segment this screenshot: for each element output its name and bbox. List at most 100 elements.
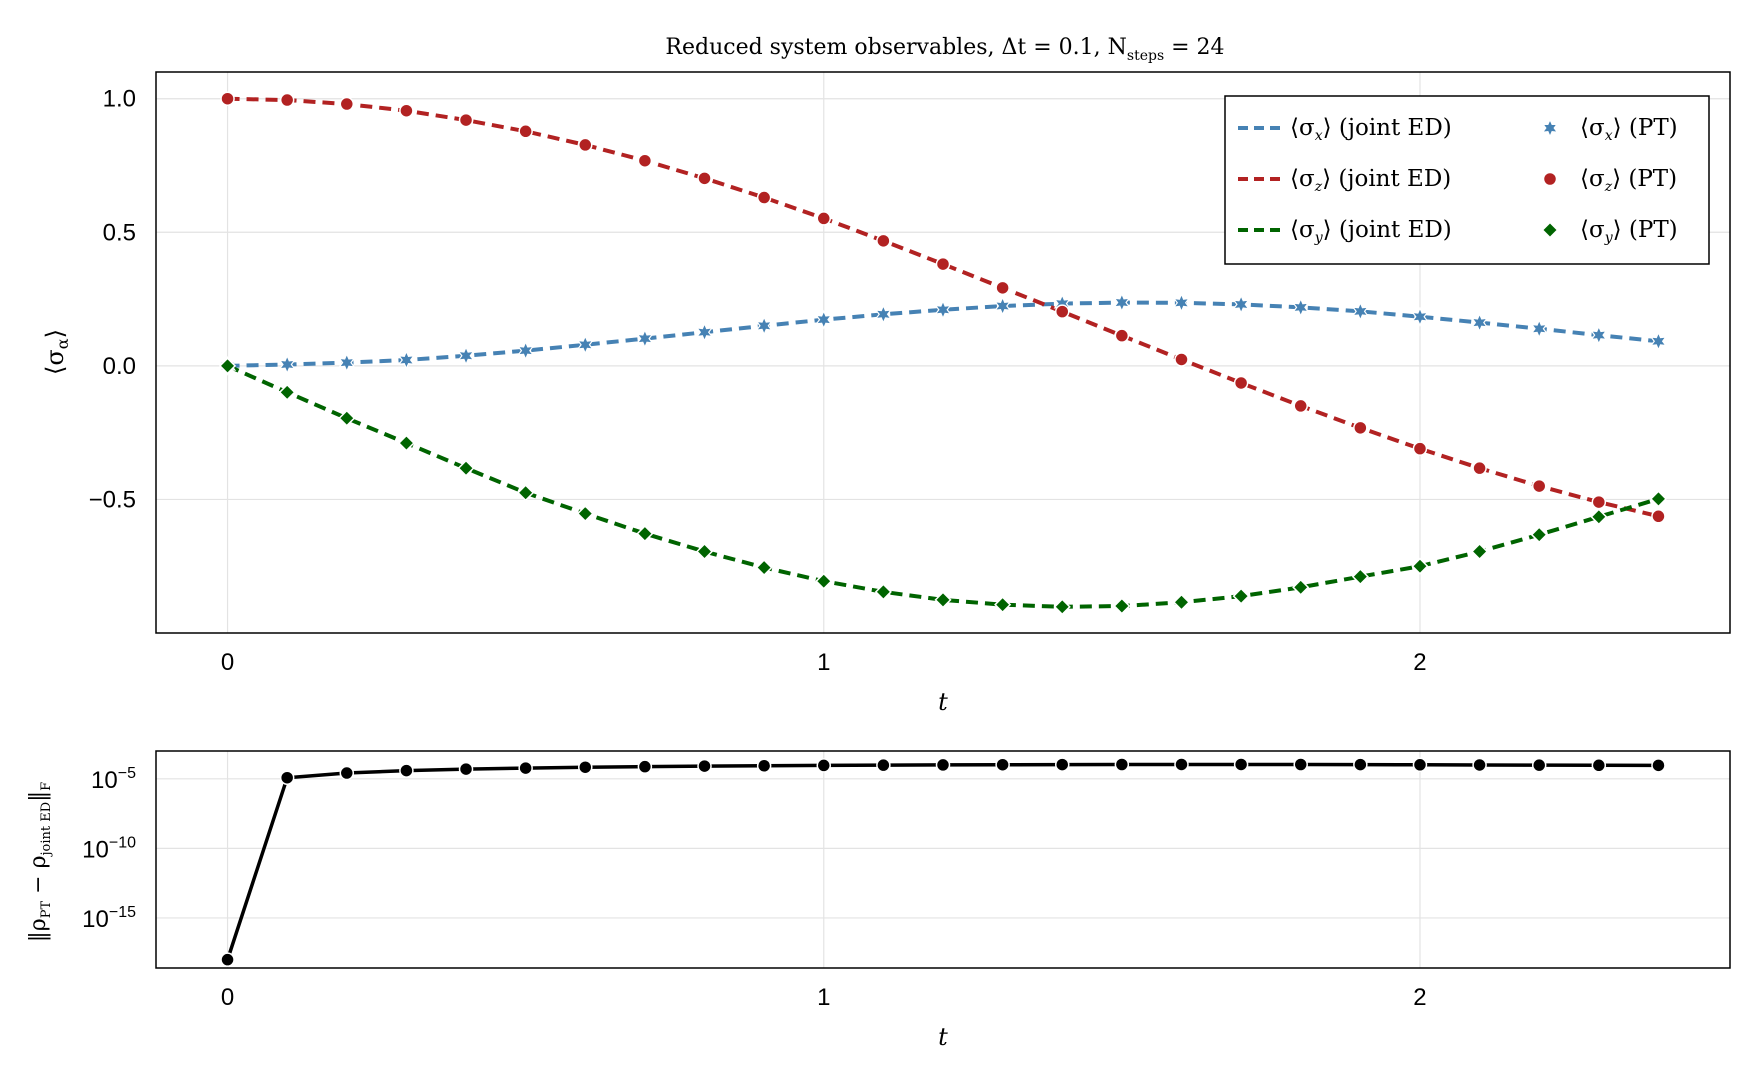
- error-data-point: [637, 759, 653, 774]
- data-point-sy: [755, 558, 773, 577]
- data-point-sx: [1292, 297, 1310, 318]
- data-point-sy: [1411, 557, 1429, 575]
- data-point-sx: [1351, 301, 1370, 322]
- error-data-point: [697, 758, 712, 774]
- legend-swatch-sx-pt: [1541, 117, 1559, 139]
- data-point-sz: [1472, 460, 1487, 476]
- data-point-sy: [338, 409, 356, 427]
- error-data-point: [1054, 757, 1070, 772]
- bottom-series-markers: [220, 757, 1666, 967]
- error-data-point: [1651, 758, 1666, 773]
- top-x-axis-label: t: [938, 688, 948, 716]
- error-data-point: [1233, 757, 1249, 772]
- top-y-tick-label: 0.0: [103, 353, 136, 380]
- error-data-point: [279, 770, 295, 785]
- data-point-sy: [457, 459, 475, 477]
- error-data-point: [1472, 757, 1487, 773]
- data-point-sx: [874, 304, 893, 325]
- data-point-sz: [1054, 304, 1070, 319]
- data-point-sz: [1233, 375, 1249, 391]
- data-point-sy: [1113, 597, 1131, 615]
- series-line-sy: [226, 364, 1660, 609]
- data-point-sx: [338, 352, 356, 373]
- data-point-sz: [637, 153, 653, 168]
- top-x-tick-label: 2: [1413, 649, 1426, 676]
- bottom-tick-labels: 0 1 2 10−5 10−10 10−15: [82, 765, 1426, 1011]
- data-point-sy: [994, 596, 1012, 614]
- error-data-point: [399, 763, 414, 778]
- error-series-line: [225, 762, 1659, 961]
- data-point-sz: [1591, 494, 1607, 510]
- error-panel: 0 1 2 10−5 10−10 10−15 t ‖ρPT − ρjoint ED‖F: [26, 750, 1731, 1051]
- data-point-sy: [815, 572, 833, 590]
- error-data-point: [458, 761, 474, 777]
- data-point-sx: [576, 334, 594, 355]
- data-point-sz: [876, 233, 891, 249]
- data-point-sz: [1651, 509, 1666, 524]
- data-point-sz: [1353, 420, 1368, 436]
- data-point-sz: [1114, 328, 1130, 343]
- error-data-point: [1353, 757, 1368, 772]
- error-data-point: [1174, 757, 1189, 772]
- legend-label-sy-pt: ⟨σy⟩ (PT): [1580, 217, 1678, 246]
- error-data-point: [578, 759, 593, 775]
- legend: ⟨σx⟩ (joint ED) ⟨σz⟩ (joint ED) ⟨σy⟩ (join…: [1224, 95, 1710, 265]
- error-data-point: [339, 765, 355, 781]
- legend-label-sz-pt: ⟨σz⟩ (PT): [1580, 166, 1677, 195]
- data-point-sz: [756, 190, 772, 205]
- data-point-sx: [1232, 294, 1250, 315]
- data-point-sz: [935, 256, 951, 272]
- data-point-sx: [695, 322, 714, 343]
- error-data-point: [816, 758, 832, 773]
- data-point-sx: [1590, 325, 1608, 346]
- data-point-sy: [874, 583, 892, 601]
- data-point-sy: [576, 505, 594, 523]
- data-point-sy: [636, 525, 654, 543]
- data-point-sx: [934, 299, 952, 320]
- legend-label-sy-ed: ⟨σy⟩ (joint ED): [1290, 217, 1452, 246]
- top-x-tick-label: 1: [817, 649, 830, 676]
- legend-label-sx-pt: ⟨σx⟩ (PT): [1580, 115, 1678, 144]
- data-point-sy: [1053, 598, 1071, 616]
- data-point-sx: [457, 345, 475, 366]
- data-point-sz: [578, 137, 593, 153]
- legend-label-sx-ed: ⟨σx⟩ (joint ED): [1290, 115, 1452, 144]
- error-data-point: [220, 952, 235, 967]
- error-data-point: [756, 758, 772, 774]
- data-point-sy: [517, 484, 535, 502]
- error-data-point: [1114, 757, 1130, 772]
- bottom-x-tick-label: 2: [1413, 984, 1426, 1011]
- data-point-sy: [1351, 568, 1369, 586]
- legend-swatch-sz-pt: [1542, 171, 1558, 187]
- data-point-sx: [397, 349, 416, 370]
- data-point-sx: [993, 296, 1012, 317]
- data-point-sx: [815, 309, 833, 330]
- data-point-sy: [695, 542, 714, 561]
- data-point-sx: [1530, 318, 1548, 339]
- top-y-tick-label: −0.5: [89, 486, 136, 513]
- data-point-sx: [278, 354, 296, 375]
- data-point-sy: [1649, 490, 1668, 508]
- data-point-sz: [1293, 398, 1308, 414]
- data-point-sz: [697, 171, 712, 186]
- data-point-sz: [1412, 441, 1428, 456]
- error-data-point: [1531, 757, 1547, 773]
- top-x-tick-label: 0: [221, 649, 234, 676]
- data-point-sy: [278, 383, 296, 401]
- data-point-sx: [516, 340, 535, 361]
- bottom-y-tick-label: 10−5: [91, 765, 136, 794]
- bottom-grid: [156, 751, 1730, 968]
- legend-items: ⟨σx⟩ (joint ED) ⟨σz⟩ (joint ED) ⟨σy⟩ (join…: [1238, 115, 1678, 246]
- observables-panel: 0 1 21.00.50.0−0.5 t ⟨σα⟩ ⟨σx⟩ (joint ED)⟨…: [41, 71, 1731, 716]
- error-data-point: [935, 757, 951, 773]
- bottom-series-line: [225, 762, 1659, 961]
- bottom-y-tick-label: 10−15: [82, 904, 136, 933]
- data-point-sx: [1113, 292, 1131, 313]
- top-series-markers: [218, 91, 1668, 616]
- data-point-sz: [1531, 478, 1547, 494]
- data-point-sz: [458, 112, 474, 128]
- data-point-sx: [1649, 331, 1668, 352]
- top-plot-frame: [155, 71, 1731, 634]
- data-point-sz: [339, 96, 355, 112]
